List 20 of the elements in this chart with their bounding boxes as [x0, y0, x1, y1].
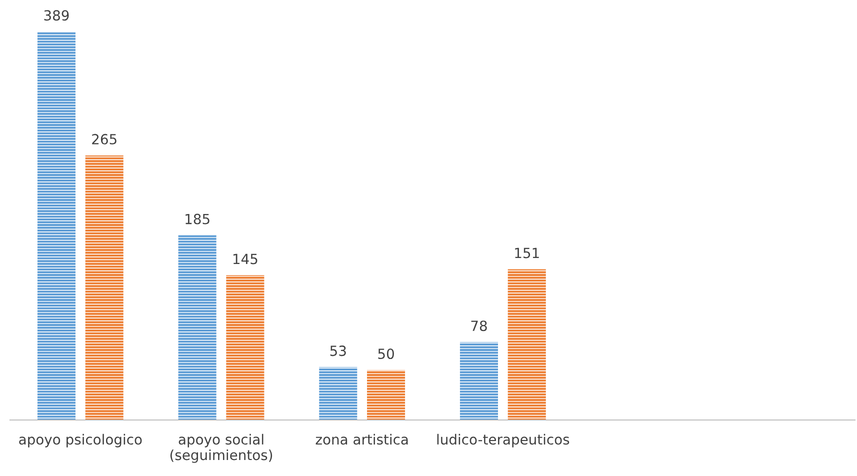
- data-label: 265: [92, 134, 116, 144]
- bar: [37, 32, 76, 420]
- data-label: 50: [378, 348, 394, 360]
- bar: [508, 269, 546, 420]
- bar: [319, 367, 358, 420]
- x-tick-label: apoyo social (seguimientos): [170, 434, 272, 463]
- bar: [178, 235, 216, 420]
- data-label: 145: [233, 254, 258, 264]
- bar: [85, 155, 124, 420]
- data-label: 389: [44, 10, 69, 21]
- bar: [226, 275, 264, 420]
- x-tick-label: ludico-terapeuticos: [437, 434, 570, 448]
- data-label: 78: [471, 320, 487, 332]
- bar: [367, 370, 406, 420]
- x-tick-label: zona artistica: [316, 434, 408, 445]
- data-label: 151: [515, 248, 539, 258]
- x-tick-label: apoyo psicologico: [19, 434, 142, 448]
- data-label: 53: [330, 346, 346, 356]
- bar: [460, 342, 498, 420]
- data-label: 185: [186, 214, 210, 224]
